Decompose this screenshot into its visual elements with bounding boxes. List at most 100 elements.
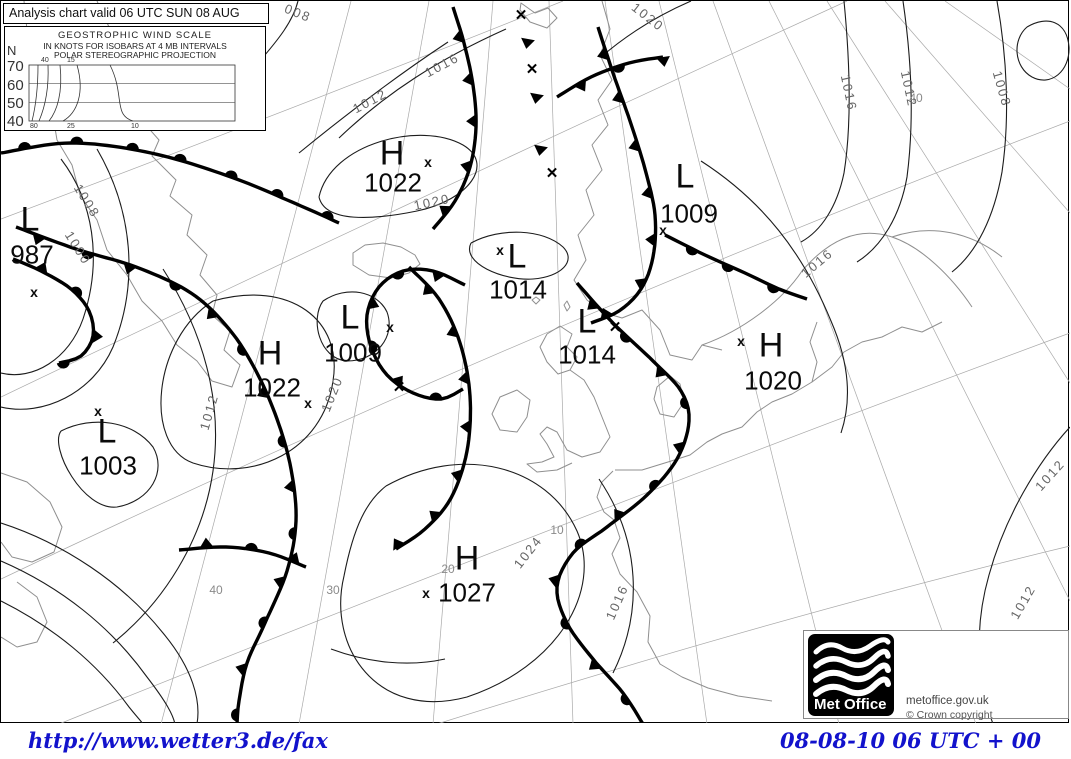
pressure-center-mark: x: [659, 222, 667, 238]
crown-copyright: © Crown copyright: [906, 709, 993, 721]
lat-tick-70: 70: [7, 58, 24, 75]
axis-label-n: N: [7, 43, 17, 58]
coast-ireland: [491, 389, 531, 433]
pressure-center-value: 1014: [489, 274, 547, 305]
occluded-front: [178, 537, 307, 569]
pressure-center-letter: H: [379, 134, 405, 173]
coast-scotland: [539, 325, 578, 375]
chart-title: Analysis chart valid 06 UTC SUN 08 AUG 2…: [3, 3, 269, 39]
footer-strip: http://www.wetter3.de/fax 08-08-10 06 UT…: [0, 723, 1071, 759]
coast-shetland: [563, 300, 571, 312]
detached-cold-front-symbol: [530, 92, 544, 104]
detached-cold-front-symbol: [521, 37, 535, 49]
front-decay-mark: ✕: [545, 165, 559, 182]
pressure-center-letter: L: [577, 302, 597, 341]
wind-scale-subtitle-2: POLAR STEREOGRAPHIC PROJECTION: [54, 50, 216, 60]
pressure-center-value: 1003: [79, 450, 137, 481]
wind-tick-15: 15: [67, 57, 75, 64]
wind-tick-10: 10: [131, 123, 139, 130]
pressure-center-mark: x: [94, 403, 102, 419]
pressure-center-letter: L: [507, 237, 527, 276]
warm-front: [1, 136, 340, 225]
pressure-center-letter: H: [454, 539, 480, 578]
weather-map-canvas: [1, 1, 1070, 724]
isobars: [1, 1, 1070, 724]
pressure-center-letter: H: [257, 334, 283, 373]
graticule-label: 40: [209, 583, 223, 597]
coast-labrador: [1, 581, 48, 648]
occluded-front: [556, 55, 670, 99]
coast-faroes: [531, 296, 541, 305]
pressure-center-mark: x: [386, 319, 394, 335]
wind-scale-box: GEOSTROPHIC WIND SCALE IN KNOTS FOR ISOB…: [4, 26, 266, 131]
wind-scale-title: GEOSTROPHIC WIND SCALE: [58, 30, 212, 41]
pressure-center-letter: L: [97, 412, 117, 451]
occluded-front: [15, 225, 298, 724]
wind-tick-25: 25: [67, 123, 75, 130]
weather-map: Analysis chart valid 06 UTC SUN 08 AUG 2…: [0, 0, 1070, 724]
coast-baltic: [701, 230, 1003, 346]
coast-england: [526, 369, 611, 473]
occluded-front: [548, 281, 691, 724]
wind-scale-diagram: [28, 64, 236, 122]
graticule-label: 30: [326, 583, 340, 597]
pressure-center-mark: x: [424, 154, 432, 170]
wind-tick-40: 40: [41, 57, 49, 64]
met-office-wordmark: Met Office: [814, 696, 887, 713]
front-decay-mark: ✕: [392, 379, 406, 396]
coast-iceland: [352, 242, 421, 279]
pressure-center-value: 1022: [243, 372, 301, 403]
occluded-front: [364, 267, 466, 401]
cold-front: [393, 265, 473, 551]
cold-front: [590, 26, 658, 325]
coast-norway: [573, 1, 723, 361]
lat-tick-50: 50: [7, 95, 24, 112]
coast-svalbard: [519, 2, 558, 29]
pressure-center-letter: L: [20, 200, 40, 239]
pressure-center-letter: H: [758, 326, 784, 365]
source-url: http://www.wetter3.de/fax: [28, 728, 328, 753]
met-office-website: metoffice.gov.uk: [906, 695, 989, 707]
coast-newfoundland: [1, 472, 63, 563]
warm-front: [664, 233, 808, 301]
graticule-label: 40: [909, 91, 923, 105]
front-layer: [1, 6, 808, 724]
met-office-branding: Met Office metoffice.gov.uk © Crown copy…: [803, 630, 1069, 721]
pressure-center-value: 1020: [744, 365, 802, 396]
graticule-label: 20: [441, 562, 455, 576]
front-decay-mark: ✕: [608, 319, 622, 336]
pressure-center-value: 987: [10, 239, 54, 270]
validity-datetime: 08-08-10 06 UTC + 00: [779, 728, 1041, 753]
met-office-waves-icon: [813, 637, 891, 697]
pressure-center-value: 1009: [324, 337, 382, 368]
pressure-center-letter: L: [675, 157, 695, 196]
coastlines: [1, 1, 1003, 702]
lat-tick-60: 60: [7, 77, 24, 94]
pressure-center-value: 1027: [438, 577, 496, 608]
pressure-center-mark: x: [737, 333, 745, 349]
pressure-center-value: 1014: [558, 339, 616, 370]
pressure-center-value: 1009: [660, 198, 718, 229]
lat-tick-40: 40: [7, 113, 24, 130]
detached-cold-front-symbol: [534, 144, 548, 156]
front-decay-mark: ✕: [525, 61, 539, 78]
occluded-front: [12, 257, 103, 369]
met-office-logo: Met Office: [808, 634, 894, 716]
front-decay-mark: ✕: [514, 7, 528, 24]
wind-scale-subtitle-1: IN KNOTS FOR ISOBARS AT 4 MB INTERVALS: [43, 41, 227, 51]
pressure-center-mark: x: [304, 395, 312, 411]
coast-germany: [811, 321, 943, 383]
cold-front: [431, 6, 478, 231]
graticule-label: 10: [550, 523, 564, 537]
coast-greenland: [23, 1, 241, 388]
wind-tick-80: 80: [30, 123, 38, 130]
pressure-center-mark: x: [496, 242, 504, 258]
pressure-center-letter: L: [340, 298, 360, 337]
coast-northsea: [615, 321, 818, 471]
pressure-center-mark: x: [422, 585, 430, 601]
pressure-center-value: 1022: [364, 167, 422, 198]
coast-baltic-gulf: [891, 236, 973, 308]
pressure-center-mark: x: [30, 284, 38, 300]
coast-france: [596, 470, 773, 702]
